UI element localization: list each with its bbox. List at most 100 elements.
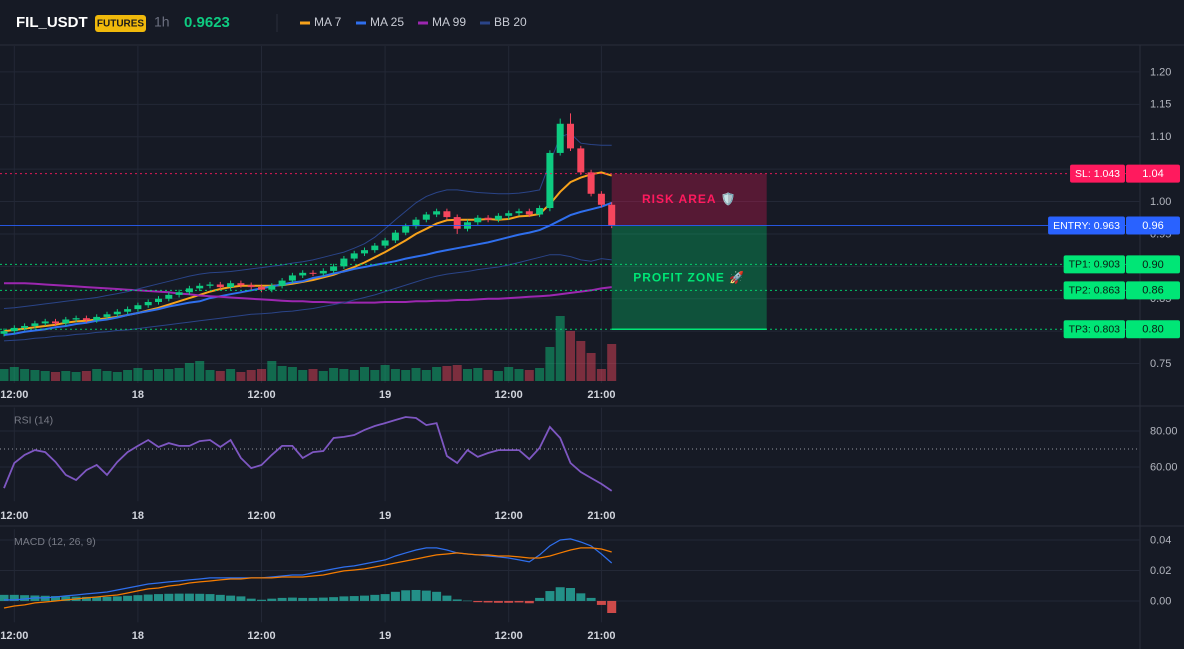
- volume-bar: [236, 372, 246, 381]
- volume-bar: [30, 370, 40, 381]
- level-tag-bg: [1063, 255, 1125, 274]
- histogram-bar: [360, 595, 369, 601]
- volume-bar: [81, 371, 91, 381]
- y-tick-label: 0.75: [1150, 358, 1171, 370]
- histogram-bar: [607, 600, 617, 613]
- x-tick-label: 21:00: [587, 389, 615, 401]
- symbol: FIL_USDT: [16, 14, 88, 31]
- volume-bar: [576, 341, 586, 381]
- candle-body: [258, 287, 265, 290]
- volume-bar: [133, 368, 143, 381]
- candle-body: [556, 123, 564, 153]
- candle-body: [361, 250, 368, 254]
- candle-body: [546, 152, 554, 209]
- volume-bar: [123, 370, 133, 381]
- badge-bg: [95, 15, 146, 32]
- x-tick-label: 12:00: [495, 630, 523, 642]
- x-tick-label: 12:00: [0, 630, 28, 642]
- volume-bar: [102, 371, 112, 381]
- axis-tag-bg: [1126, 255, 1180, 274]
- x-tick-label: 12:00: [247, 510, 275, 522]
- candle-body: [536, 208, 544, 215]
- volume-bar: [112, 372, 122, 381]
- histogram-bar: [452, 599, 462, 601]
- histogram-bar: [226, 595, 236, 601]
- zone-label: PROFIT ZONE 🚀: [633, 271, 745, 285]
- axis-tag-bg: [1126, 216, 1180, 235]
- histogram-bar: [329, 597, 339, 601]
- zone: [611, 173, 767, 226]
- volume-bar: [473, 368, 483, 381]
- axis-tag-bg: [1126, 164, 1180, 183]
- histogram-bar: [401, 590, 411, 601]
- axis-tag: 0.86: [1142, 285, 1163, 297]
- volume-bar: [215, 371, 225, 381]
- candle-body: [41, 321, 49, 324]
- x-tick-label: 12:00: [247, 630, 275, 642]
- x-tick-label: 12:00: [495, 389, 523, 401]
- x-tick-label: 19: [379, 630, 391, 642]
- candle-body: [505, 213, 513, 216]
- histogram-bar: [493, 600, 503, 603]
- volume-bar: [174, 368, 184, 381]
- histogram-bar: [298, 597, 308, 601]
- x-tick-label: 21:00: [587, 510, 615, 522]
- candle-body: [216, 284, 224, 288]
- y-tick-label: 1.10: [1150, 131, 1171, 143]
- volume-bar: [9, 367, 19, 381]
- histogram-bar: [483, 600, 493, 603]
- level-tag: TP1: 0.903: [1069, 259, 1121, 271]
- volume-bar: [308, 369, 318, 381]
- candle-body: [10, 327, 18, 332]
- candle-body: [371, 245, 379, 251]
- candle-body: [567, 123, 574, 149]
- histogram-bar: [370, 594, 380, 601]
- candle-body: [124, 309, 132, 312]
- candle-body: [175, 292, 183, 295]
- candle-body: [165, 294, 173, 299]
- candle-body: [185, 288, 193, 293]
- histogram-bar: [9, 594, 19, 601]
- histogram-bar: [0, 594, 9, 601]
- legend-label: MA 99: [432, 15, 466, 29]
- candle-body: [330, 266, 338, 271]
- volume-bar: [607, 344, 617, 381]
- y-tick-label: 0.04: [1150, 534, 1171, 546]
- candle-body: [587, 172, 595, 194]
- volume-bar: [349, 370, 359, 381]
- level-tag: SL: 1.043: [1075, 168, 1120, 180]
- histogram-bar: [164, 593, 174, 601]
- macd-line: [4, 538, 613, 601]
- candle-body: [278, 280, 286, 286]
- panel-title: MACD (12, 26, 9): [14, 536, 96, 548]
- histogram-bar: [112, 596, 122, 601]
- histogram-bar: [184, 593, 194, 601]
- candle-body: [21, 325, 29, 328]
- candle-body: [412, 219, 420, 227]
- candle-body: [155, 298, 162, 302]
- candle-body: [422, 214, 430, 220]
- histogram-bar: [421, 590, 431, 601]
- axis-tag: 0.90: [1142, 259, 1163, 271]
- volume-bar: [164, 369, 174, 381]
- histogram-bar: [576, 593, 586, 601]
- histogram-bar: [246, 598, 256, 601]
- candle-body: [577, 148, 585, 173]
- candle-body: [525, 211, 533, 215]
- candle-body: [0, 331, 8, 334]
- axis-tag: 0.96: [1142, 220, 1163, 232]
- candle-body: [350, 253, 358, 259]
- histogram-bar: [545, 591, 555, 601]
- candle-body: [402, 226, 410, 233]
- histogram-bar: [133, 595, 143, 601]
- volume-bar: [339, 369, 349, 381]
- volume-bar: [61, 371, 71, 381]
- histogram-bar: [195, 593, 205, 601]
- x-tick-label: 19: [379, 389, 391, 401]
- volume-bar: [452, 365, 462, 381]
- volume-bar: [71, 372, 81, 381]
